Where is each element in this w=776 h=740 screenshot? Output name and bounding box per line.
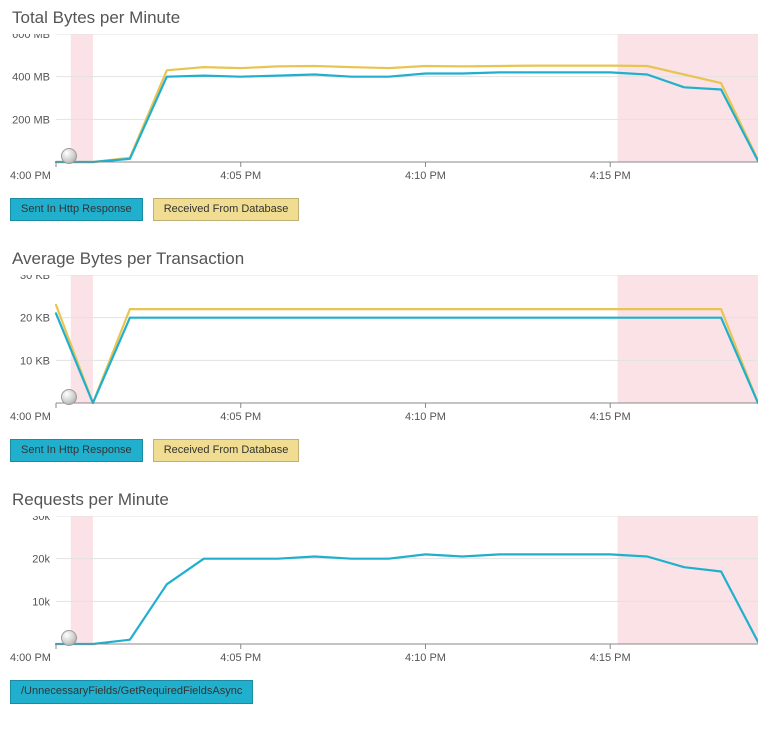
highlight-band — [618, 275, 758, 403]
legend: Sent In Http Response Received From Datab… — [10, 439, 766, 462]
highlight-band — [71, 34, 93, 162]
x-tick-label: 4:10 PM — [405, 411, 446, 423]
chart-title: Average Bytes per Transaction — [12, 249, 766, 269]
x-tick-label: 4:05 PM — [220, 652, 261, 664]
chart-plot-area: 10k 20k 30k 4:00 PM 4:05 PM 4:10 PM 4:15 PM — [10, 516, 766, 666]
x-tick-label: 4:15 PM — [590, 170, 631, 182]
legend: Sent In Http Response Received From Datab… — [10, 198, 766, 221]
legend-item[interactable]: Received From Database — [153, 198, 300, 221]
y-tick-label: 20 KB — [20, 313, 50, 325]
charts-root: Total Bytes per Minute 200 MB 400 MB 600 MB… — [10, 8, 766, 704]
x-tick-label: 4:00 PM — [10, 170, 51, 182]
x-tick-label: 4:00 PM — [10, 411, 51, 423]
y-tick-label: 30 KB — [20, 275, 50, 282]
x-tick-label: 4:05 PM — [220, 411, 261, 423]
legend-item[interactable]: /UnnecessaryFields/GetRequiredFieldsAsyn… — [10, 680, 253, 703]
highlight-band — [71, 516, 93, 644]
y-tick-label: 20k — [32, 554, 50, 566]
y-tick-label: 400 MB — [12, 72, 50, 84]
chart-title: Total Bytes per Minute — [12, 8, 766, 28]
x-tick-label: 4:15 PM — [590, 652, 631, 664]
y-tick-label: 10k — [32, 597, 50, 609]
time-marker-knob[interactable] — [61, 389, 77, 405]
highlight-band — [618, 34, 758, 162]
y-tick-label: 10 KB — [20, 356, 50, 368]
chart-title: Requests per Minute — [12, 490, 766, 510]
x-tick-label: 4:10 PM — [405, 652, 446, 664]
x-tick-label: 4:15 PM — [590, 411, 631, 423]
legend-item[interactable]: Received From Database — [153, 439, 300, 462]
y-tick-label: 600 MB — [12, 34, 50, 41]
legend-item[interactable]: Sent In Http Response — [10, 439, 143, 462]
chart-plot-area: 10 KB 20 KB 30 KB 4:00 PM 4:05 PM 4:10 PM 4:15… — [10, 275, 766, 425]
x-tick-label: 4:00 PM — [10, 652, 51, 664]
highlight-band — [71, 275, 93, 403]
time-marker-knob[interactable] — [61, 148, 77, 164]
chart-total-bytes: Total Bytes per Minute 200 MB 400 MB 600 MB… — [10, 8, 766, 221]
x-tick-label: 4:10 PM — [405, 170, 446, 182]
legend-item[interactable]: Sent In Http Response — [10, 198, 143, 221]
chart-plot-area: 200 MB 400 MB 600 MB 4:00 PM 4:05 PM 4:10 PM 4… — [10, 34, 766, 184]
highlight-band — [618, 516, 758, 644]
chart-avg-bytes: Average Bytes per Transaction 10 KB 20 KB 3… — [10, 249, 766, 462]
chart-requests: Requests per Minute 10k 20k 30k 4:00 PM 4:05 … — [10, 490, 766, 703]
y-tick-label: 30k — [32, 516, 50, 523]
x-tick-label: 4:05 PM — [220, 170, 261, 182]
y-tick-label: 200 MB — [12, 114, 50, 126]
legend: /UnnecessaryFields/GetRequiredFieldsAsyn… — [10, 680, 766, 703]
